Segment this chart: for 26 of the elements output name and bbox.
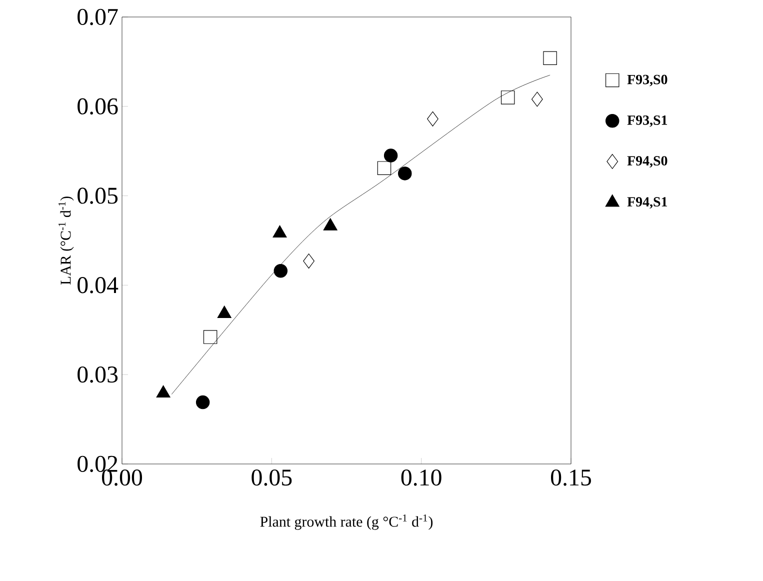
legend-label: F93,S0 bbox=[627, 74, 668, 86]
point bbox=[274, 264, 288, 278]
y-axis-title: LAR (°C$^{-1}$ d$^{-1}$) bbox=[58, 196, 74, 285]
y-tick-label: 0.06 bbox=[78, 98, 118, 115]
point bbox=[377, 161, 392, 175]
x-tick-label: 0.10 bbox=[401, 469, 442, 486]
point bbox=[303, 254, 314, 269]
line-series bbox=[172, 74, 550, 394]
y-tick-label: 0.04 bbox=[78, 277, 118, 294]
x-axis-title: Plant growth rate (g °C$^{-1}$ d$^{-1}$) bbox=[260, 514, 433, 530]
point bbox=[500, 90, 515, 104]
y-tick-label: 0.05 bbox=[78, 188, 118, 204]
point bbox=[543, 51, 557, 65]
point bbox=[398, 166, 412, 180]
legend-label: F94,S1 bbox=[627, 197, 668, 209]
y-tick-label: 0.03 bbox=[78, 366, 118, 383]
y-tick-label: 0.07 bbox=[78, 8, 118, 26]
point bbox=[427, 111, 438, 126]
x-tick-label: 0.15 bbox=[550, 469, 591, 486]
x-tick-label: 0.05 bbox=[252, 469, 292, 486]
point bbox=[532, 92, 543, 107]
point bbox=[384, 148, 398, 162]
point bbox=[196, 395, 210, 410]
point bbox=[203, 330, 218, 344]
legend-label: F94,S0 bbox=[627, 156, 668, 168]
legend-label: F93,S1 bbox=[627, 115, 668, 127]
